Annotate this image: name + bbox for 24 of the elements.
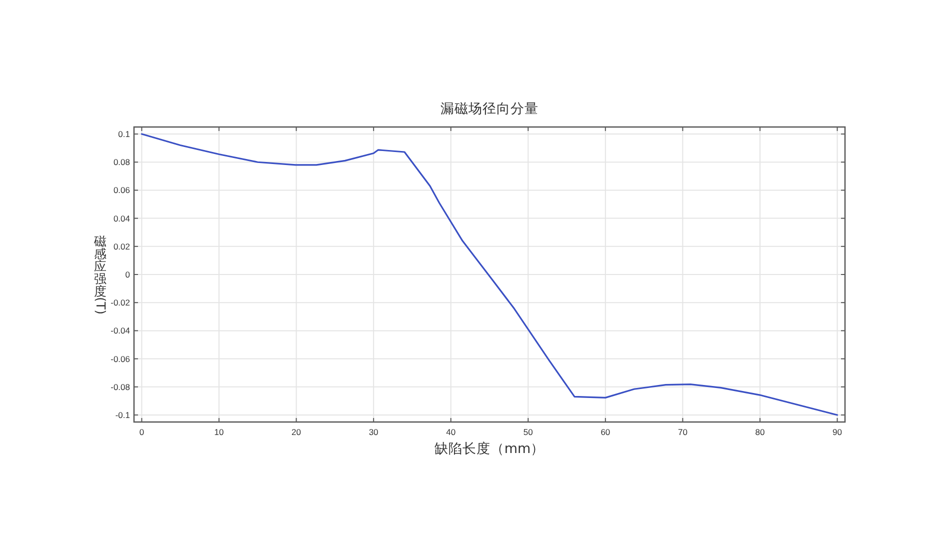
y-tick-label: 0 xyxy=(125,270,130,280)
x-tick-label: 70 xyxy=(678,427,688,437)
y-tick-label: 0.04 xyxy=(113,213,130,224)
x-tick-label: 80 xyxy=(755,427,765,437)
x-tick-label: 40 xyxy=(446,427,456,437)
y-tick-label: -0.06 xyxy=(110,354,130,364)
chart-title: 漏磁场径向分量 xyxy=(440,101,538,117)
x-tick-label: 30 xyxy=(368,427,379,437)
x-tick-label: 90 xyxy=(832,427,842,437)
x-tick-label: 50 xyxy=(523,427,534,437)
y-axis-title: 磁感应强度(T) xyxy=(92,233,108,314)
y-tick-label: -0.1 xyxy=(115,410,130,420)
x-tick-label: 60 xyxy=(600,427,610,437)
x-tick-label: 0 xyxy=(139,427,144,437)
x-axis-title: 缺陷长度（mm） xyxy=(434,441,545,457)
y-tick-label: 0.02 xyxy=(113,241,130,252)
y-tick-label: 0.08 xyxy=(113,157,130,168)
y-tick-label: -0.02 xyxy=(110,298,130,308)
y-tick-label: 0.1 xyxy=(118,129,130,140)
x-tick-label: 20 xyxy=(292,427,302,437)
x-tick-label: 10 xyxy=(214,427,224,437)
y-tick-label: -0.08 xyxy=(110,382,130,392)
y-tick-label: -0.04 xyxy=(110,326,130,336)
y-tick-label: 0.06 xyxy=(113,185,130,196)
